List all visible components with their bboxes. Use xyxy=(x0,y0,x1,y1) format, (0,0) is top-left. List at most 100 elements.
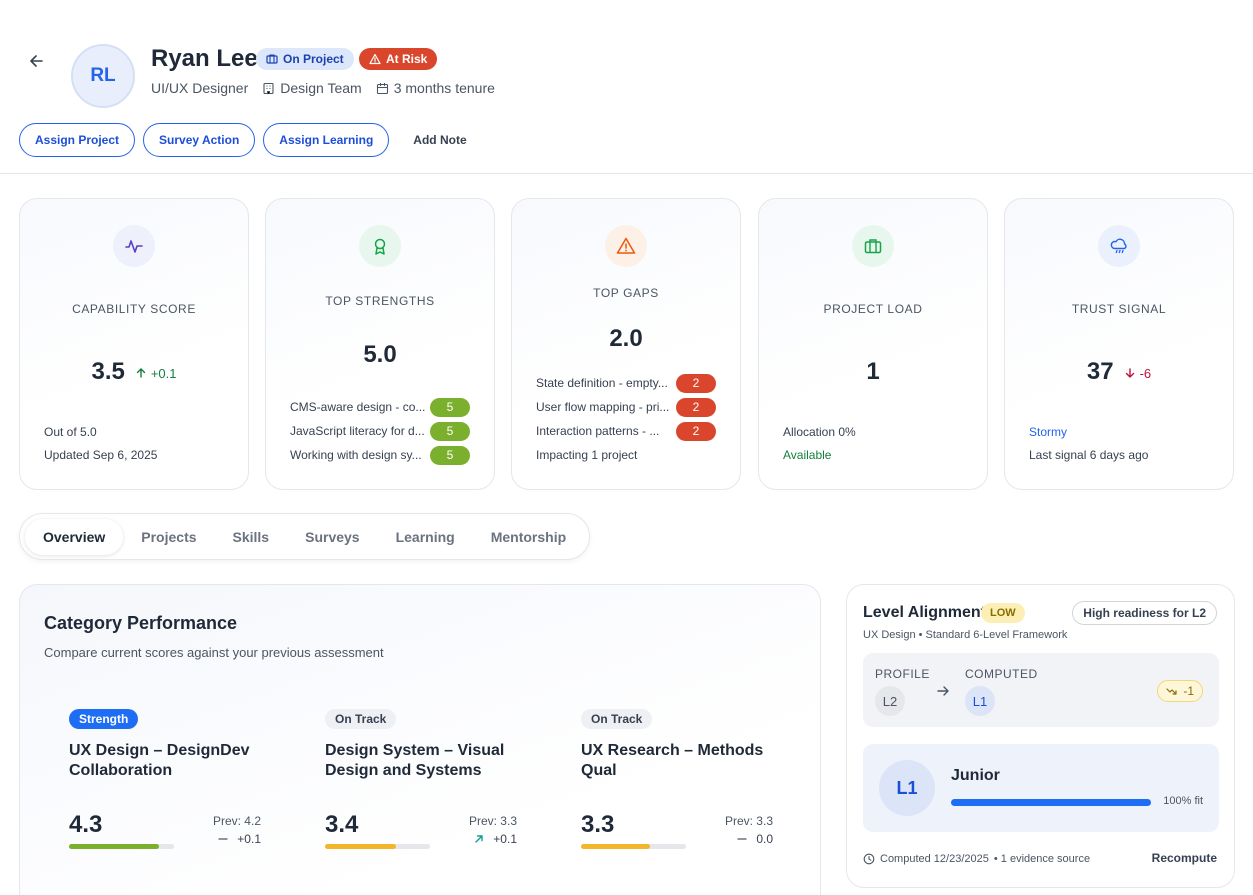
strengths-label: TOP STRENGTHS xyxy=(325,294,435,308)
project-load-card[interactable]: PROJECT LOAD 1 Allocation 0% Available xyxy=(758,198,988,490)
action-bar: Assign Project Survey Action Assign Lear… xyxy=(19,123,483,157)
category-score: 3.4 xyxy=(325,811,359,838)
project-count: 1 xyxy=(866,358,880,385)
capability-score-card[interactable]: CAPABILITY SCORE 3.5 +0.1 Out of 5.0 Upd… xyxy=(19,198,249,490)
capability-score: 3.5 xyxy=(91,358,125,385)
computed-level-card: L1 Junior 100% fit xyxy=(863,744,1219,832)
level-alignment-panel: Level Alignment LOW High readiness for L… xyxy=(846,584,1235,888)
tab-skills[interactable]: Skills xyxy=(232,528,270,545)
tenure-text: 3 months tenure xyxy=(393,80,495,96)
gap-item: Interaction patterns - ... 2 xyxy=(536,421,716,441)
category-performance-title: Category Performance xyxy=(44,613,238,633)
evidence-count: • 1 evidence source xyxy=(993,853,1091,865)
capability-scale: Out of 5.0 xyxy=(44,425,97,439)
level-name: Junior xyxy=(951,767,1000,784)
capability-label: CAPABILITY SCORE xyxy=(72,302,196,316)
tab-bar: Overview Projects Skills Surveys Learnin… xyxy=(19,513,591,560)
back-button[interactable] xyxy=(26,50,48,72)
tab-projects[interactable]: Projects xyxy=(141,528,197,545)
tab-mentorship[interactable]: Mentorship xyxy=(490,528,567,545)
tab-learning[interactable]: Learning xyxy=(395,528,455,545)
category-status-tag: On Track xyxy=(581,709,653,729)
arrow-down-icon xyxy=(1125,368,1134,378)
category-card[interactable]: Strength UX Design – DesignDev Collabora… xyxy=(69,709,261,849)
previous-score: Prev: 3.3 xyxy=(468,814,517,828)
tenure: 3 months tenure xyxy=(376,80,495,96)
trust-delta: -6 xyxy=(1124,365,1152,381)
top-strengths-card[interactable]: TOP STRENGTHS 5.0 CMS-aware design - co.… xyxy=(265,198,495,490)
capability-updated: Updated Sep 6, 2025 xyxy=(44,448,158,462)
profile-vs-computed: PROFILE L2 COMPUTED L1 -1 xyxy=(863,653,1219,727)
recompute-button[interactable]: Recompute xyxy=(1151,851,1217,865)
strength-item: CMS-aware design - co... 5 xyxy=(290,397,470,417)
category-card[interactable]: On Track Design System – Visual Design a… xyxy=(325,709,517,849)
tab-overview[interactable]: Overview xyxy=(25,518,124,555)
gap-item: State definition - empty... 2 xyxy=(536,373,716,393)
strength-score-chip: 5 xyxy=(430,397,470,417)
category-score: 4.3 xyxy=(69,811,103,838)
strength-name: CMS-aware design - co... xyxy=(290,400,426,414)
category-name: Design System – Visual Design and System… xyxy=(325,742,505,779)
gaps-score: 2.0 xyxy=(609,325,643,352)
gap-score-chip: 2 xyxy=(676,421,716,441)
category-card[interactable]: On Track UX Research – Methods Qual 3.3 … xyxy=(581,709,773,849)
category-score: 3.3 xyxy=(581,811,615,838)
gaps-value: 2.0 xyxy=(512,325,740,353)
capability-delta: +0.1 xyxy=(135,366,177,381)
level-fit-text: 100% fit xyxy=(1163,795,1203,807)
strength-name: JavaScript literacy for d... xyxy=(290,424,425,438)
project-load-label: PROJECT LOAD xyxy=(823,302,923,316)
category-name: UX Research – Methods Qual xyxy=(581,742,764,779)
top-gaps-card[interactable]: TOP GAPS 2.0 State definition - empty...… xyxy=(511,198,741,490)
category-status-tag: Strength xyxy=(69,709,139,729)
clock-icon xyxy=(863,853,875,865)
calendar-icon xyxy=(376,82,388,94)
readiness-badge: High readiness for L2 xyxy=(1072,601,1217,625)
gap-score-chip: 2 xyxy=(676,397,716,417)
level-alignment-title: Level Alignment xyxy=(863,604,986,621)
trust-delta-value: -6 xyxy=(1139,365,1152,381)
tab-surveys[interactable]: Surveys xyxy=(305,528,360,545)
gap-name: User flow mapping - pri... xyxy=(536,400,670,414)
role: UI/UX Designer xyxy=(151,80,248,96)
computed-date: Computed 12/23/2025 xyxy=(880,853,989,865)
level-fit-fill xyxy=(951,799,1151,806)
briefcase-icon xyxy=(852,225,894,267)
building-icon xyxy=(263,82,274,94)
role-text: UI/UX Designer xyxy=(151,80,249,96)
assign-learning-button[interactable]: Assign Learning xyxy=(263,123,390,157)
dash-icon xyxy=(218,838,228,840)
cloud-rain-icon xyxy=(1098,225,1140,267)
level-difference-value: -1 xyxy=(1183,684,1194,698)
capability-value: 3.5 +0.1 xyxy=(20,358,248,386)
gaps-label: TOP GAPS xyxy=(593,286,659,300)
category-status-tag: On Track xyxy=(325,709,397,729)
gap-score-chip: 2 xyxy=(676,373,716,393)
gaps-impact: Impacting 1 project xyxy=(536,448,638,462)
at-risk-label: At Risk xyxy=(386,52,428,66)
trust-weather: Stormy xyxy=(1029,425,1068,439)
activity-icon xyxy=(113,225,155,267)
avatar: RL xyxy=(71,44,135,108)
computed-level-chip: L1 xyxy=(965,686,995,716)
trust-score: 37 xyxy=(1086,358,1114,385)
trust-signal-card[interactable]: TRUST SIGNAL 37 -6 Stormy Last signal 6 … xyxy=(1004,198,1234,490)
on-project-badge: On Project xyxy=(256,48,354,70)
strength-score-chip: 5 xyxy=(430,445,470,465)
on-project-label: On Project xyxy=(283,52,344,66)
category-score-fill xyxy=(325,844,397,849)
add-note-button[interactable]: Add Note xyxy=(397,123,482,157)
capability-delta-value: +0.1 xyxy=(150,365,177,381)
score-delta-value: +0.1 xyxy=(237,832,261,846)
allocation: Allocation 0% xyxy=(783,425,856,439)
arrow-up-icon xyxy=(136,368,146,378)
profile-level-chip: L2 xyxy=(875,686,905,716)
survey-action-button[interactable]: Survey Action xyxy=(143,123,256,157)
gap-item: User flow mapping - pri... 2 xyxy=(536,397,716,417)
assign-project-button[interactable]: Assign Project xyxy=(19,123,136,157)
strength-item: JavaScript literacy for d... 5 xyxy=(290,421,470,441)
arrow-right-icon xyxy=(935,683,951,699)
strengths-value: 5.0 xyxy=(266,341,494,369)
strength-score-chip: 5 xyxy=(430,421,470,441)
arrow-left-icon xyxy=(30,55,43,67)
